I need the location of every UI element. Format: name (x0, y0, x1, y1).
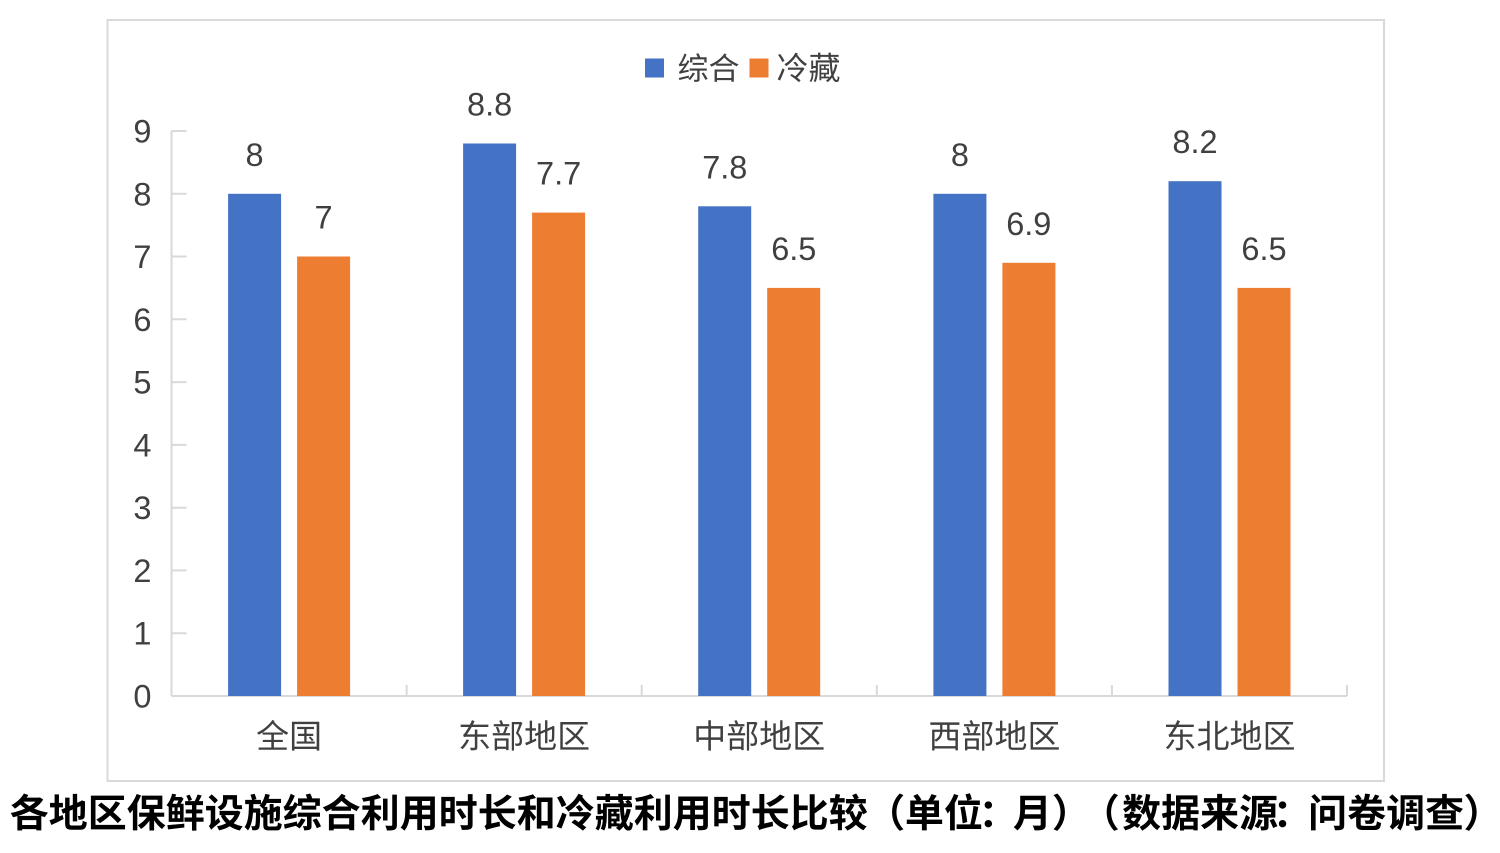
svg-text:8.8: 8.8 (467, 87, 512, 123)
svg-text:2: 2 (133, 553, 151, 589)
svg-text:3: 3 (133, 490, 151, 526)
svg-text:7: 7 (133, 239, 151, 275)
svg-text:7.7: 7.7 (536, 156, 581, 192)
svg-text:5: 5 (133, 365, 151, 401)
svg-text:6: 6 (133, 302, 151, 338)
svg-text:4: 4 (133, 427, 151, 463)
svg-text:6.5: 6.5 (1241, 231, 1286, 267)
svg-text:7.8: 7.8 (702, 149, 747, 185)
svg-text:6.9: 6.9 (1006, 206, 1051, 242)
svg-text:0: 0 (133, 679, 151, 715)
svg-text:8: 8 (133, 176, 151, 212)
svg-text:6.5: 6.5 (771, 231, 816, 267)
svg-text:9: 9 (133, 114, 151, 150)
svg-text:8: 8 (246, 137, 264, 173)
svg-text:7: 7 (315, 200, 333, 236)
svg-text:8.2: 8.2 (1172, 124, 1217, 160)
svg-text:8: 8 (951, 137, 969, 173)
svg-text:1: 1 (133, 616, 151, 652)
